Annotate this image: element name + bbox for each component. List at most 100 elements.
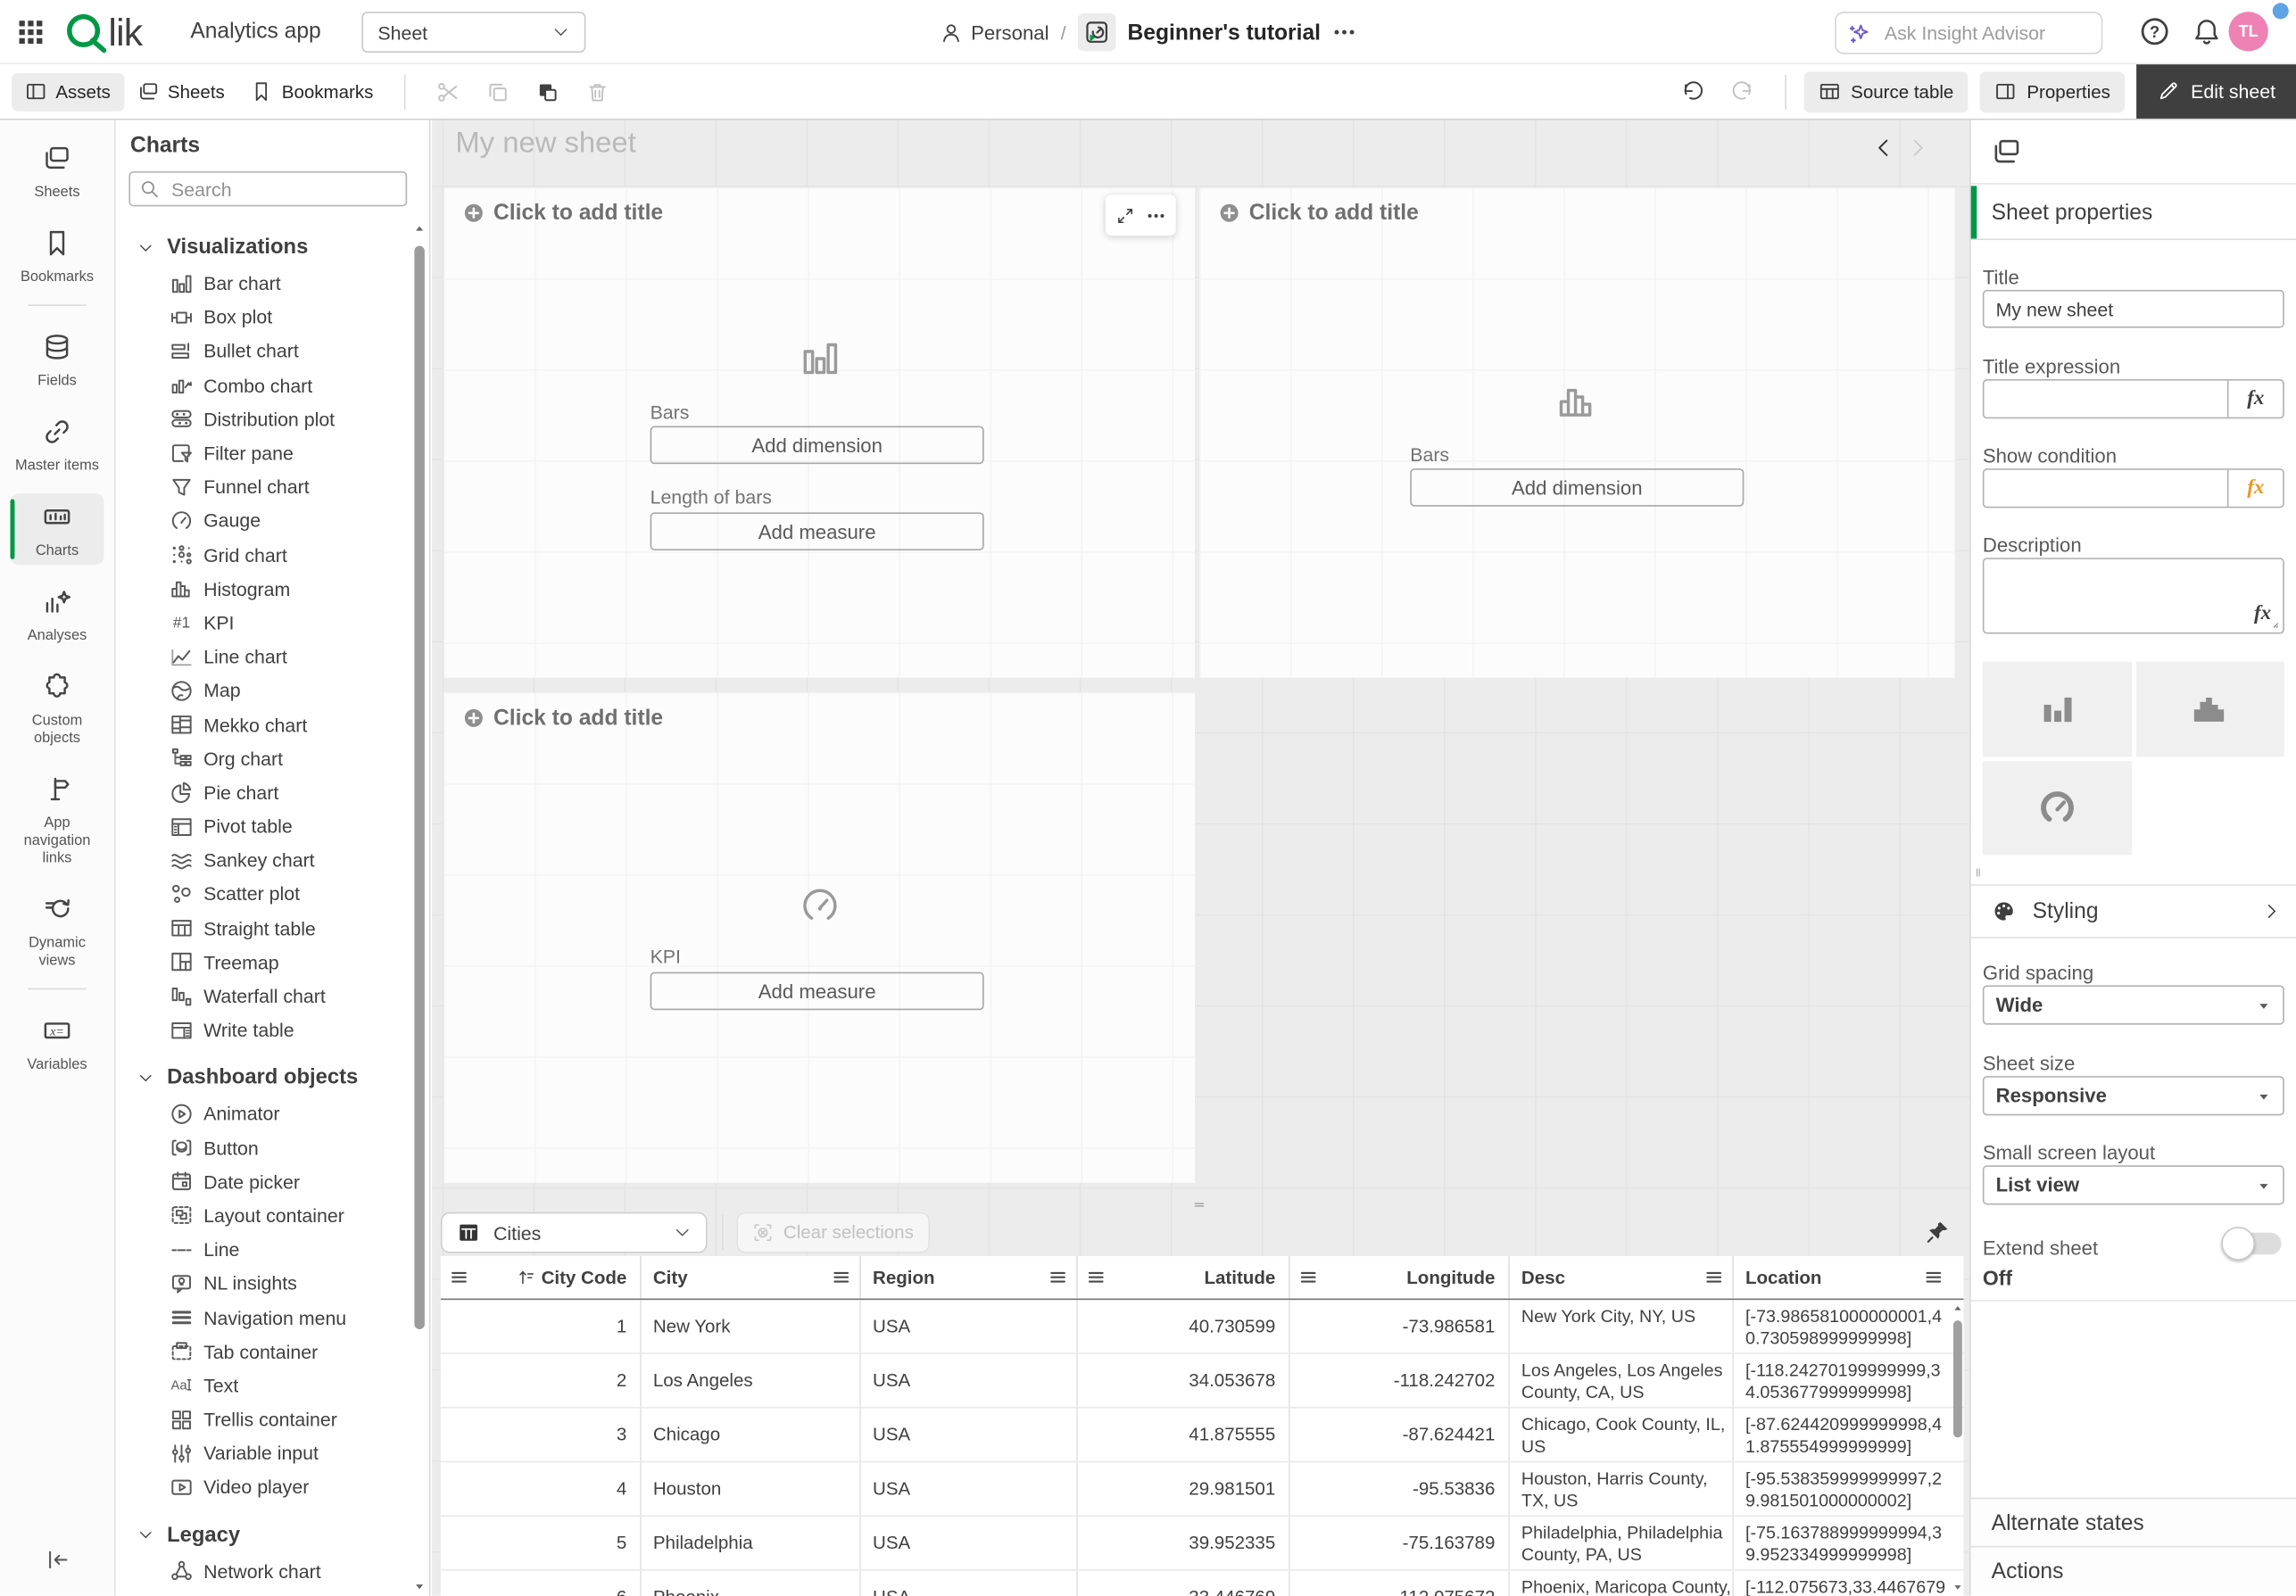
next-sheet-icon[interactable] bbox=[1907, 136, 1930, 160]
chart-placeholder-histogram[interactable]: Click to add title Bars Add dimension bbox=[1198, 187, 1955, 678]
column-menu-icon[interactable] bbox=[1087, 1268, 1106, 1286]
avatar[interactable]: TL bbox=[2228, 12, 2268, 52]
add-measure-button[interactable]: Add measure bbox=[650, 972, 984, 1011]
tab-assets[interactable]: Assets bbox=[12, 72, 124, 111]
rail-item[interactable]: Sheets bbox=[10, 135, 104, 206]
resize-corner-icon[interactable] bbox=[2266, 615, 2280, 629]
table-scrollbar[interactable] bbox=[1952, 1300, 1963, 1596]
chart-list-item[interactable]: Network chart bbox=[117, 1554, 412, 1588]
app-thumbnail[interactable] bbox=[1077, 12, 1116, 52]
chart-list-item[interactable]: Navigation menu bbox=[117, 1301, 412, 1335]
chart-list-item[interactable]: Write table bbox=[117, 1013, 412, 1047]
column-header-desc[interactable]: Desc bbox=[1510, 1255, 1734, 1299]
sheet-icon[interactable] bbox=[1992, 136, 2022, 167]
section-legacy[interactable]: Legacy bbox=[117, 1516, 412, 1554]
column-header-city[interactable]: City bbox=[642, 1255, 861, 1299]
chart-placeholder-kpi[interactable]: Click to add title KPI Add measure bbox=[443, 692, 1196, 1183]
edit-sheet-button[interactable]: Edit sheet bbox=[2136, 64, 2296, 119]
thumbnail-bar-chart[interactable] bbox=[1982, 661, 2132, 757]
title-expression-input[interactable] bbox=[1984, 380, 2227, 418]
scroll-up-icon[interactable] bbox=[413, 222, 427, 236]
grid-spacing-select[interactable]: Wide bbox=[1982, 985, 2284, 1025]
column-menu-icon[interactable] bbox=[1704, 1268, 1723, 1286]
table-row[interactable]: 4 Houston USA 29.981501 -95.53836 Housto… bbox=[440, 1462, 1964, 1517]
source-table-button[interactable]: Source table bbox=[1803, 70, 1969, 112]
charts-search-input[interactable] bbox=[168, 176, 397, 202]
table-row[interactable]: 2 Los Angeles USA 34.053678 -118.242702 … bbox=[440, 1353, 1964, 1409]
column-menu-icon[interactable] bbox=[450, 1268, 468, 1286]
scroll-down-icon[interactable] bbox=[1952, 1581, 1963, 1592]
column-header-region[interactable]: Region bbox=[861, 1255, 1078, 1299]
rail-item[interactable]: Analyses bbox=[10, 578, 104, 649]
chart-list-item[interactable]: Pivot table bbox=[117, 809, 412, 843]
chart-list-item[interactable]: Line bbox=[117, 1233, 412, 1267]
rail-item[interactable]: Bookmarks bbox=[10, 219, 104, 291]
chart-list-item[interactable]: Combo chart bbox=[117, 368, 412, 402]
previous-sheet-icon[interactable] bbox=[1871, 136, 1894, 160]
collapse-panel-icon[interactable] bbox=[46, 1547, 70, 1572]
chart-list-item[interactable]: Aa Text bbox=[170, 1374, 239, 1397]
chart-list-item[interactable]: Bullet chart bbox=[117, 335, 412, 368]
chart-list-item[interactable]: Bar chart bbox=[117, 267, 412, 301]
chart-list-item[interactable]: Mekko chart bbox=[117, 707, 412, 741]
undo-icon[interactable] bbox=[1681, 79, 1704, 103]
chart-list-item[interactable]: Box plot bbox=[117, 301, 412, 335]
add-dimension-button[interactable]: Add dimension bbox=[650, 426, 984, 465]
add-measure-button[interactable]: Add measure bbox=[650, 512, 984, 550]
rail-item[interactable]: Fields bbox=[10, 324, 104, 395]
add-title-button[interactable]: Click to add title bbox=[1218, 201, 1419, 226]
chart-list-item[interactable]: Tab container bbox=[117, 1335, 412, 1369]
chart-list-item[interactable]: Date picker bbox=[117, 1165, 412, 1199]
chart-list-item[interactable]: Button bbox=[117, 1131, 412, 1165]
pin-icon[interactable] bbox=[1926, 1220, 1951, 1245]
notifications-bell-icon[interactable] bbox=[2192, 16, 2221, 46]
table-row[interactable]: 6 Phoenix USA 33.446769 -112.075672 Phoe… bbox=[441, 1570, 1964, 1596]
chart-list-item[interactable]: Filter pane bbox=[117, 436, 412, 470]
chart-list-item[interactable]: Histogram bbox=[117, 572, 412, 606]
chart-list-item[interactable]: Org chart bbox=[117, 741, 412, 775]
app-launcher-icon[interactable] bbox=[18, 19, 45, 45]
sheet-title-input[interactable] bbox=[1982, 289, 2284, 328]
column-menu-icon[interactable] bbox=[832, 1268, 850, 1286]
redo-icon[interactable] bbox=[1731, 79, 1754, 103]
column-menu-icon[interactable] bbox=[1049, 1268, 1067, 1286]
chart-list-item[interactable]: NL insights bbox=[117, 1267, 412, 1301]
scrollbar-thumb[interactable] bbox=[1953, 1320, 1962, 1438]
table-row[interactable]: 5 Philadelphia USA 39.952335 -75.163789 … bbox=[440, 1517, 1964, 1571]
actions-section[interactable]: Actions bbox=[1970, 1545, 2296, 1596]
help-icon[interactable]: ? bbox=[2139, 16, 2169, 46]
chart-list-item[interactable]: Distribution plot bbox=[117, 402, 412, 436]
scroll-down-icon[interactable] bbox=[413, 1580, 427, 1593]
table-row[interactable]: 1 New York USA 40.730599 -73.986581 New … bbox=[440, 1300, 1964, 1354]
show-condition-input[interactable] bbox=[1984, 469, 2227, 507]
section-dashboard-objects[interactable]: Dashboard objects bbox=[117, 1059, 412, 1097]
copy-icon[interactable] bbox=[486, 79, 510, 103]
description-input[interactable] bbox=[1984, 558, 2284, 633]
chart-list-item[interactable]: Trellis container bbox=[117, 1402, 412, 1436]
column-menu-icon[interactable] bbox=[1299, 1268, 1318, 1286]
insight-advisor-input[interactable] bbox=[1881, 20, 2145, 45]
tab-bookmarks[interactable]: Bookmarks bbox=[238, 72, 387, 111]
chart-list-item[interactable]: Line chart bbox=[117, 640, 412, 674]
app-more-menu-icon[interactable] bbox=[1332, 21, 1355, 44]
clear-selections-button[interactable]: Clear selections bbox=[736, 1211, 930, 1253]
column-header-city-code[interactable]: City Code bbox=[441, 1255, 642, 1299]
chart-list-item[interactable]: Variable input bbox=[117, 1436, 412, 1470]
panel-resize-handle[interactable] bbox=[1972, 861, 1984, 884]
column-header-location[interactable]: Location bbox=[1734, 1256, 1952, 1299]
chart-list-item[interactable]: Grid chart bbox=[117, 538, 412, 572]
view-selector[interactable]: Sheet bbox=[361, 12, 586, 54]
chart-list-item[interactable]: Treemap bbox=[117, 946, 412, 980]
thumbnail-gauge[interactable] bbox=[1982, 760, 2132, 856]
charts-panel-scrollbar[interactable] bbox=[413, 222, 427, 1592]
sheet-canvas-title[interactable]: My new sheet bbox=[455, 127, 636, 160]
sheet-size-select[interactable]: Responsive bbox=[1982, 1076, 2284, 1116]
small-screen-layout-select[interactable]: List view bbox=[1982, 1165, 2284, 1205]
chart-list-item[interactable]: Animator bbox=[117, 1097, 412, 1131]
expand-icon[interactable] bbox=[1115, 206, 1134, 225]
chart-list-item[interactable]: Sankey chart bbox=[117, 843, 412, 877]
chart-list-item[interactable]: Scatter plot bbox=[117, 878, 412, 912]
chart-list-item[interactable]: Gauge bbox=[117, 504, 412, 538]
chart-list-item[interactable]: Pie chart bbox=[117, 775, 412, 809]
expression-editor-button[interactable]: fx bbox=[2253, 603, 2272, 625]
